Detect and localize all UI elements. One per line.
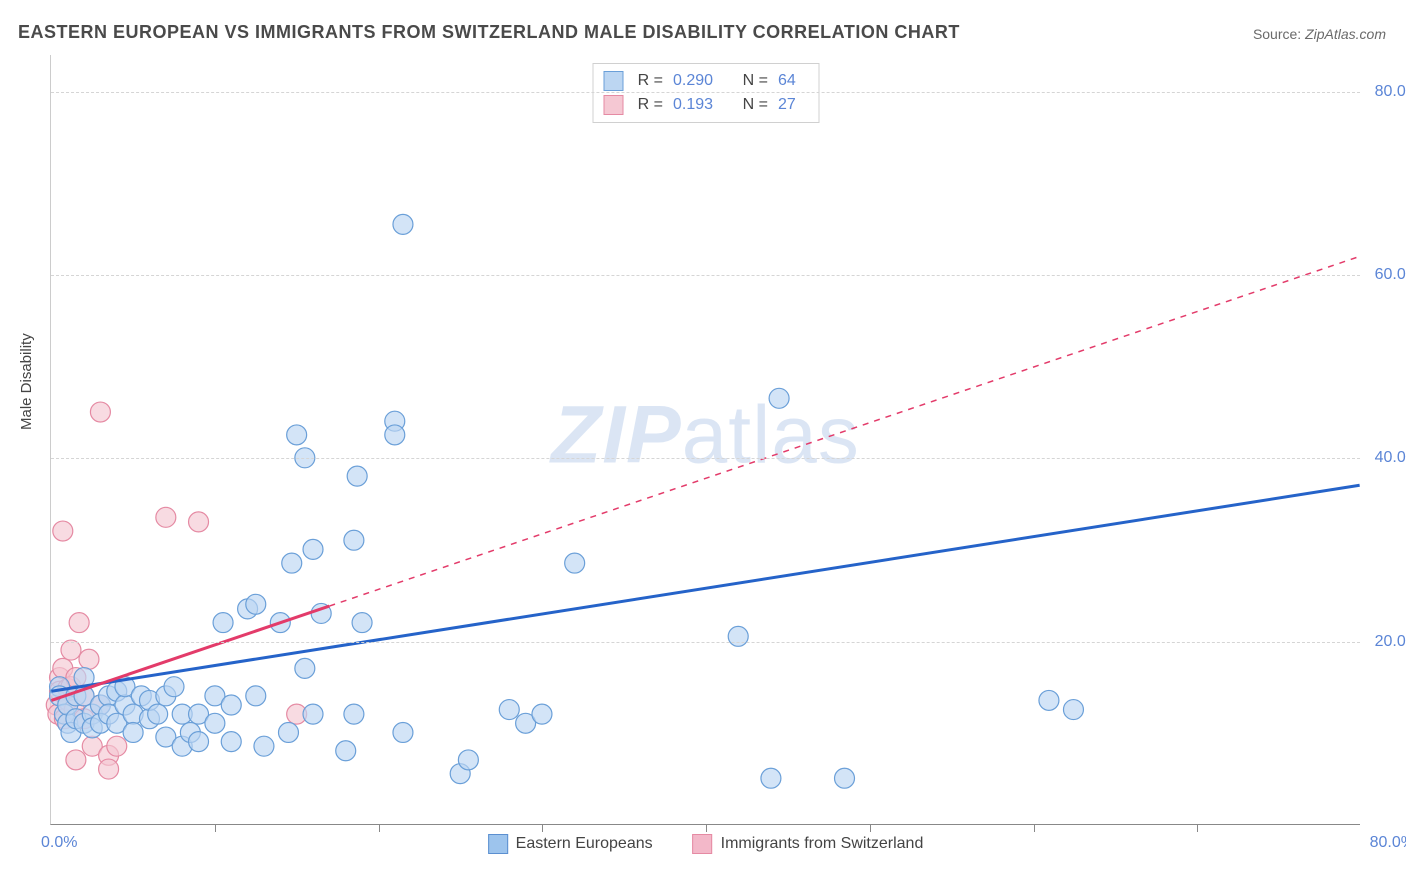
data-point (189, 512, 209, 532)
data-point (347, 466, 367, 486)
legend-label: Immigrants from Switzerland (721, 835, 924, 853)
gridline (51, 275, 1360, 276)
legend-swatch (693, 834, 713, 854)
series-swatch (603, 95, 623, 115)
stat-box: R = 0.290 N = 64 R = 0.193 N = 27 (592, 63, 819, 123)
x-tick (1197, 824, 1198, 832)
x-tick (379, 824, 380, 832)
data-point (835, 768, 855, 788)
legend-item: Immigrants from Switzerland (693, 834, 924, 854)
chart-container: EASTERN EUROPEAN VS IMMIGRANTS FROM SWIT… (0, 0, 1406, 892)
stat-row: R = 0.193 N = 27 (603, 93, 808, 117)
data-point (499, 700, 519, 720)
data-point (344, 704, 364, 724)
data-point (148, 704, 168, 724)
trend-line-dashed (329, 256, 1359, 606)
y-tick-label: 20.0% (1375, 633, 1406, 651)
data-point (385, 425, 405, 445)
data-point (66, 750, 86, 770)
data-point (156, 507, 176, 527)
data-point (336, 741, 356, 761)
data-point (246, 594, 266, 614)
x-tick (215, 824, 216, 832)
data-point (69, 613, 89, 633)
gridline (51, 642, 1360, 643)
y-tick-label: 80.0% (1375, 83, 1406, 101)
data-point (344, 530, 364, 550)
chart-title: EASTERN EUROPEAN VS IMMIGRANTS FROM SWIT… (18, 22, 960, 43)
legend-swatch (488, 834, 508, 854)
r-label: R = (633, 96, 663, 114)
data-point (458, 750, 478, 770)
source-label: Source: (1253, 26, 1305, 42)
x-tick (542, 824, 543, 832)
data-point (565, 553, 585, 573)
r-label: R = (633, 72, 663, 90)
data-point (303, 539, 323, 559)
stat-row: R = 0.290 N = 64 (603, 69, 808, 93)
x-axis-max-label: 80.0% (1370, 834, 1406, 852)
data-point (1063, 700, 1083, 720)
legend-label: Eastern Europeans (516, 835, 653, 853)
data-point (213, 613, 233, 633)
data-point (728, 626, 748, 646)
x-axis-min-label: 0.0% (41, 834, 77, 852)
y-tick-label: 60.0% (1375, 266, 1406, 284)
plot-area: ZIPatlas R =0.290N =64R =0.193N =27 0.0%… (50, 55, 1360, 825)
data-point (221, 732, 241, 752)
data-point (90, 402, 110, 422)
data-point (164, 677, 184, 697)
data-point (246, 686, 266, 706)
n-value: 27 (778, 96, 808, 114)
x-tick (706, 824, 707, 832)
n-label: N = (738, 72, 768, 90)
bottom-legend: Eastern Europeans Immigrants from Switzer… (488, 834, 924, 854)
data-point (189, 732, 209, 752)
data-point (393, 722, 413, 742)
plot-svg (51, 55, 1360, 824)
data-point (532, 704, 552, 724)
data-point (287, 425, 307, 445)
r-value: 0.290 (673, 72, 728, 90)
x-tick (870, 824, 871, 832)
data-point (107, 736, 127, 756)
y-axis-label: Male Disability (18, 333, 35, 430)
data-point (278, 722, 298, 742)
data-point (61, 640, 81, 660)
x-tick (1034, 824, 1035, 832)
data-point (769, 388, 789, 408)
data-point (221, 695, 241, 715)
data-point (99, 759, 119, 779)
n-label: N = (738, 96, 768, 114)
legend-item: Eastern Europeans (488, 834, 653, 854)
data-point (352, 613, 372, 633)
series-swatch (603, 71, 623, 91)
data-point (303, 704, 323, 724)
data-point (393, 214, 413, 234)
data-point (254, 736, 274, 756)
source-value: ZipAtlas.com (1305, 26, 1386, 42)
trend-line (51, 485, 1359, 691)
data-point (53, 521, 73, 541)
y-tick-label: 40.0% (1375, 449, 1406, 467)
gridline (51, 458, 1360, 459)
n-value: 64 (778, 72, 808, 90)
source-attribution: Source: ZipAtlas.com (1253, 26, 1386, 42)
data-point (123, 722, 143, 742)
r-value: 0.193 (673, 96, 728, 114)
data-point (1039, 690, 1059, 710)
data-point (282, 553, 302, 573)
data-point (79, 649, 99, 669)
gridline (51, 92, 1360, 93)
data-point (295, 658, 315, 678)
data-point (761, 768, 781, 788)
data-point (205, 713, 225, 733)
